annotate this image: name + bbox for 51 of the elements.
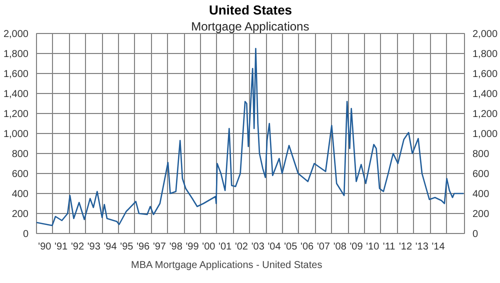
y-tick-label: 0 <box>22 229 29 240</box>
y2-tick-label: 800 <box>472 149 490 160</box>
y-tick-label: 600 <box>12 169 29 180</box>
x-tick-label: '06 <box>300 242 314 252</box>
x-tick-label: '96 <box>136 242 150 252</box>
y-tick-label: 1,400 <box>3 89 29 100</box>
line-series <box>36 48 464 226</box>
x-tick-label: '05 <box>284 242 298 252</box>
y-tick-label: 800 <box>12 149 29 160</box>
y2-tick-label: 1,000 <box>472 129 498 140</box>
x-tick-label: '04 <box>268 242 282 252</box>
y2-tick-label: 0 <box>472 229 478 240</box>
x-tick-label: '97 <box>152 242 166 252</box>
x-tick-label: '01 <box>218 242 232 252</box>
x-tick-label: '94 <box>104 242 118 252</box>
x-tick-label: '02 <box>234 242 248 252</box>
x-tick-label: '08 <box>333 242 347 252</box>
y2-tick-label: 1,800 <box>472 49 498 60</box>
x-tick-label: '00 <box>202 242 216 252</box>
y2-tick-label: 600 <box>472 169 490 180</box>
x-tick-label: '13 <box>415 242 429 252</box>
y-tick-label: 1,200 <box>3 109 29 120</box>
y2-tick-label: 200 <box>472 209 490 220</box>
x-tick-label: '99 <box>186 242 200 252</box>
x-tick-label: '07 <box>316 242 330 252</box>
x-tick-label: '92 <box>70 242 84 252</box>
text: MBA Mortgage Applications - United States <box>131 260 322 271</box>
y2-tick-label: 400 <box>472 189 490 200</box>
y-tick-label: 1,600 <box>3 69 29 80</box>
y2-tick-label: 2,000 <box>472 29 498 40</box>
x-tick-label: '93 <box>87 242 101 252</box>
y2-tick-label: 1,600 <box>472 69 498 80</box>
chart-subtitle: Mortgage Applications <box>191 20 310 34</box>
y2-tick-label: 1,400 <box>472 89 498 100</box>
x-tick-label: '03 <box>251 242 265 252</box>
x-tick-label: '10 <box>366 242 380 252</box>
y-tick-label: 200 <box>12 209 29 220</box>
x-tick-label: '91 <box>54 242 68 252</box>
x-tick-label: '95 <box>120 242 134 252</box>
chart-title: United States <box>208 2 292 18</box>
y-tick-label: 1,800 <box>3 49 29 60</box>
x-tick-label: '14 <box>432 242 446 252</box>
y2-tick-label: 1,200 <box>472 109 498 120</box>
y-tick-label: 400 <box>12 189 29 200</box>
y-tick-label: 1,000 <box>3 129 29 140</box>
x-tick-label: '98 <box>169 242 183 252</box>
x-tick-label: '90 <box>38 242 52 252</box>
x-tick-label: '09 <box>350 242 364 252</box>
x-tick-label: '11 <box>382 242 396 252</box>
x-tick-label: '12 <box>398 242 412 252</box>
y-tick-label: 2,000 <box>3 29 29 40</box>
